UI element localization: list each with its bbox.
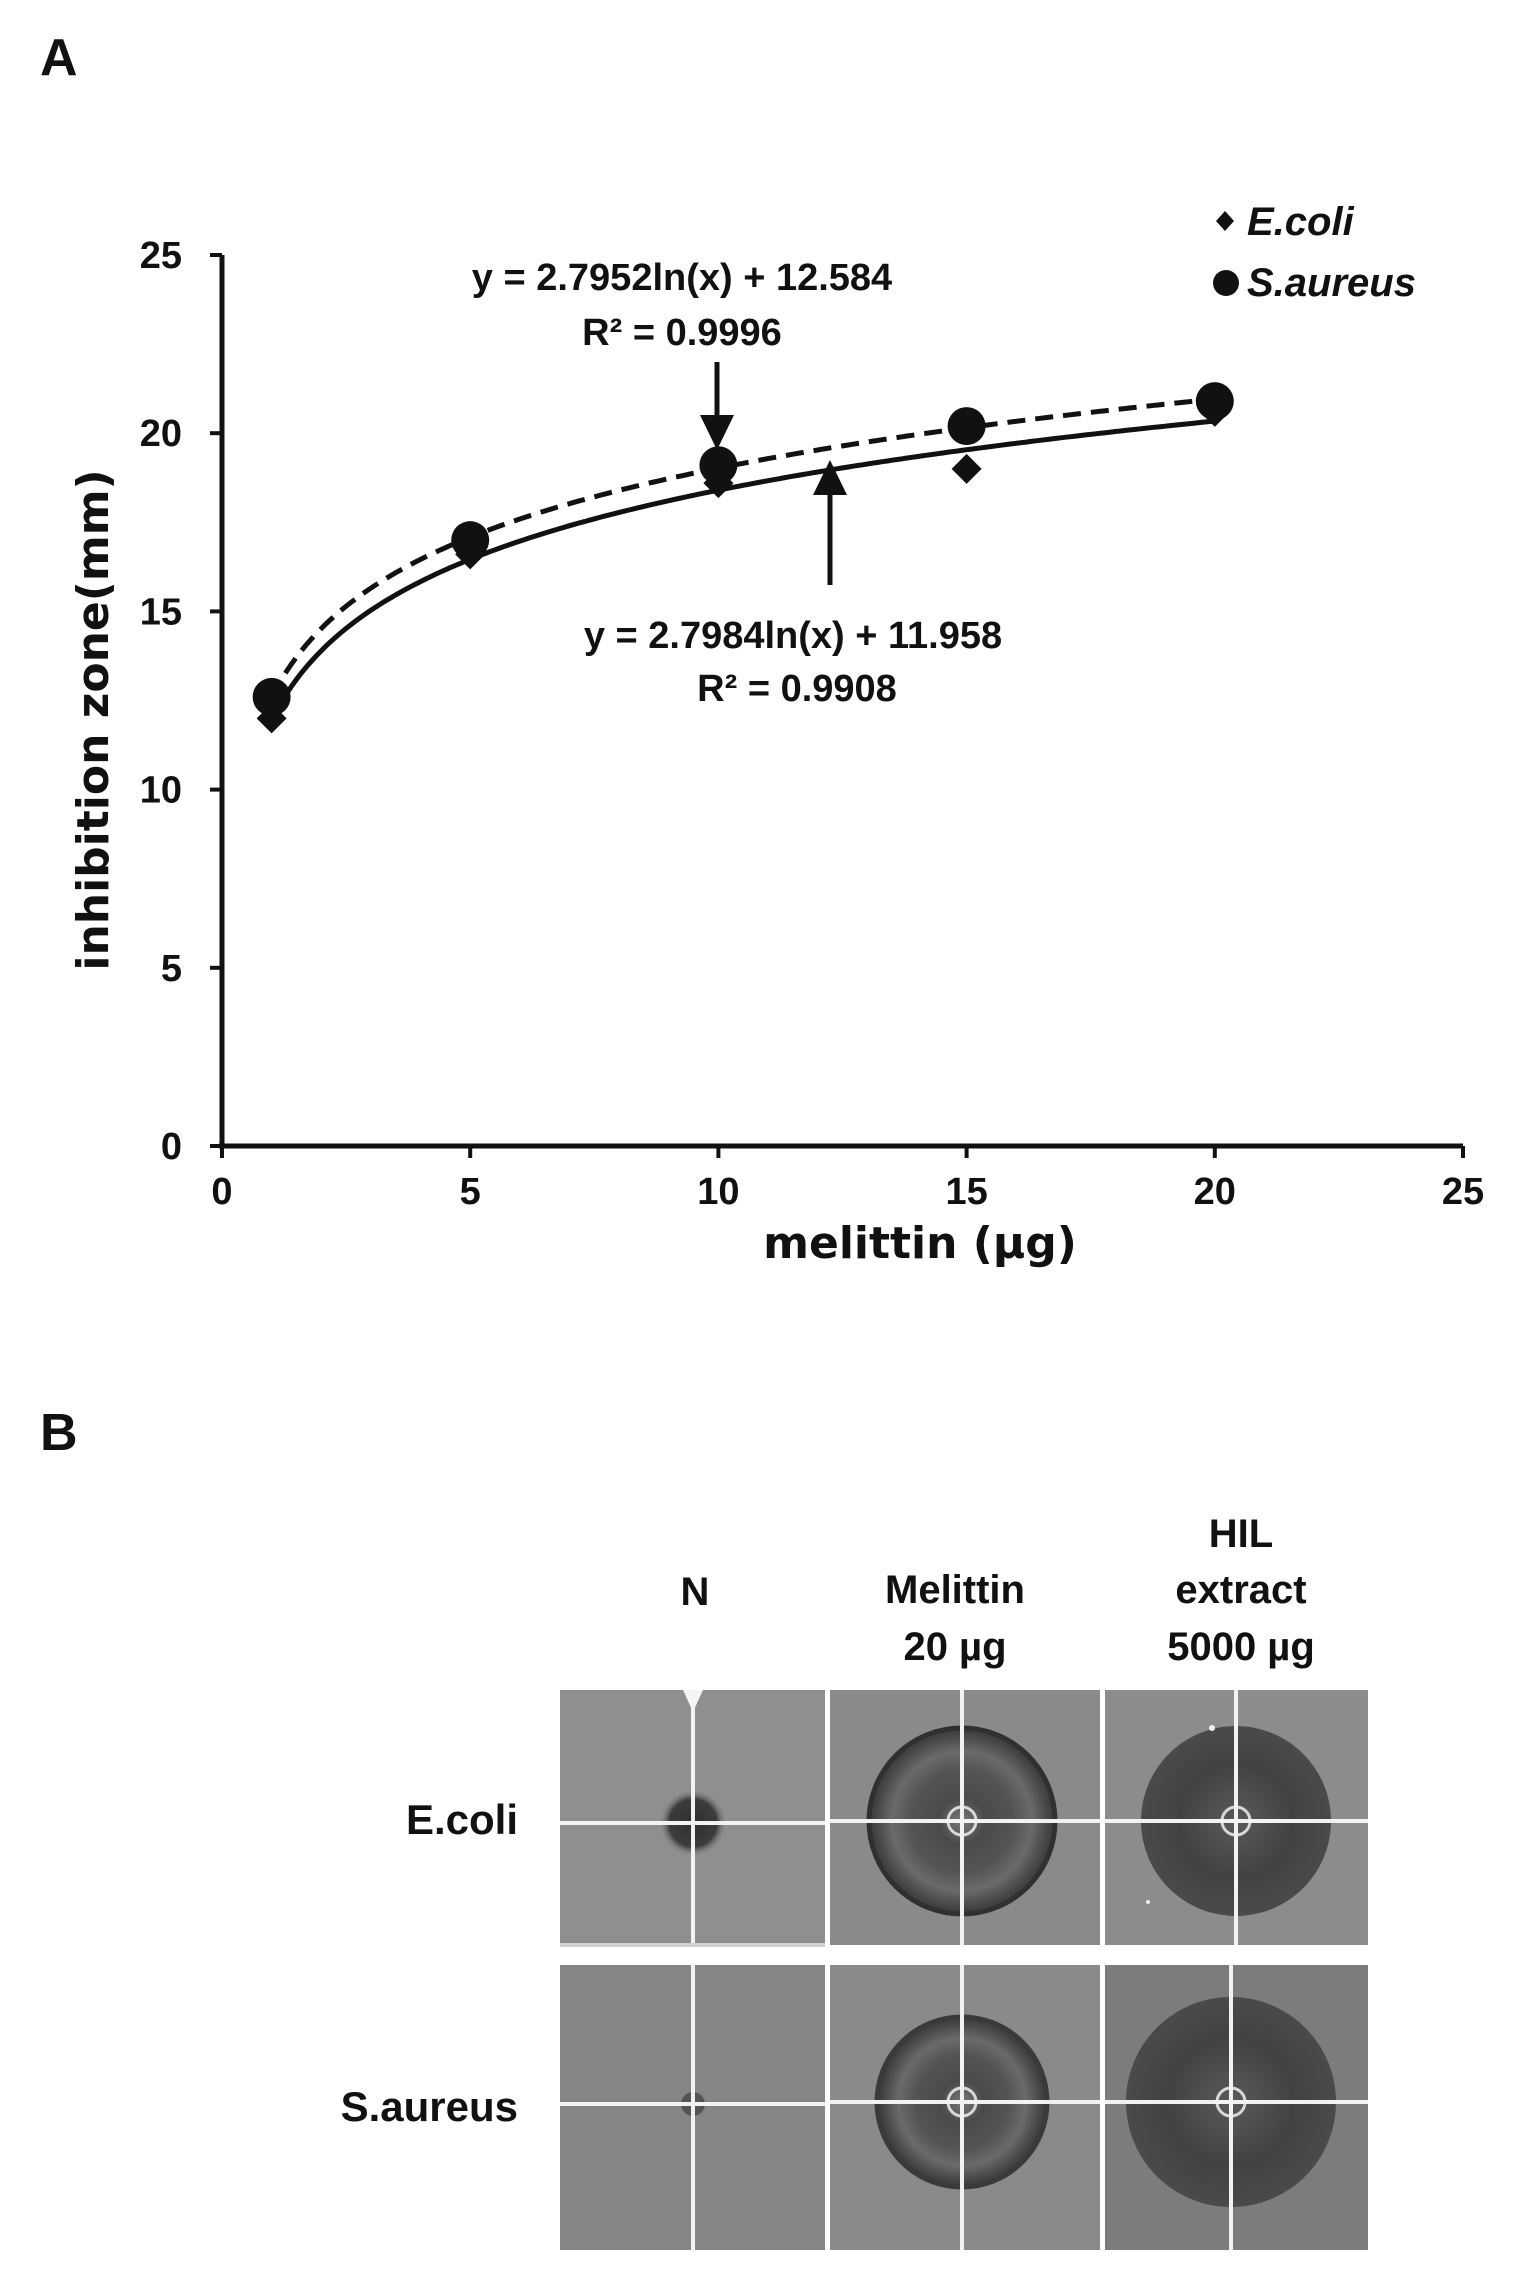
- plate-ecoli-n: [560, 1690, 825, 1947]
- x-tick-label: 20: [1194, 1171, 1236, 1213]
- col-head-hil-line3: 5000 µg: [1167, 1625, 1315, 1669]
- point-saureus: [947, 407, 986, 446]
- r2-saureus: R² = 0.9996: [582, 312, 782, 354]
- panel-a-letter: A: [40, 29, 78, 87]
- r2-ecoli: R² = 0.9908: [697, 668, 897, 710]
- x-tick-label: 15: [945, 1171, 987, 1213]
- equation-ecoli: y = 2.7984ln(x) + 11.958: [584, 615, 1002, 657]
- col-head-melittin-line2: 20 µg: [903, 1625, 1006, 1669]
- chart-a: 0 5 10 15 20 25 0 5 10 15 20 25 melittin (µg) inhib…: [68, 200, 1484, 1269]
- axis-ticks: 0 5 10 15 20 25 0 5 10 15 20 25: [140, 235, 1484, 1213]
- col-head-melittin-line1: Melittin: [885, 1568, 1025, 1612]
- plate-saureus-hil: [1105, 1965, 1368, 2250]
- y-tick-label: 25: [140, 235, 182, 277]
- point-ecoli: [951, 453, 982, 484]
- data-markers: [252, 382, 1234, 734]
- col-head-hil-line2: extract: [1175, 1568, 1306, 1612]
- annotation-saureus: y = 2.7952ln(x) + 12.584 R² = 0.9996: [472, 257, 892, 450]
- legend-label-saureus: S.aureus: [1247, 261, 1416, 305]
- col-head-n: N: [681, 1570, 710, 1614]
- x-tick-label: 5: [460, 1171, 481, 1213]
- column-headers: N Melittin 20 µg HIL extract 5000 µg: [681, 1512, 1315, 1669]
- point-saureus: [252, 677, 291, 716]
- point-saureus: [1195, 382, 1234, 421]
- plate-grid: [560, 1690, 1368, 2250]
- x-tick-label: 25: [1442, 1171, 1484, 1213]
- x-axis-title: melittin (µg): [763, 1218, 1077, 1269]
- y-tick-label: 15: [140, 591, 182, 633]
- row-head-ecoli: E.coli: [406, 1796, 518, 1843]
- point-saureus: [451, 521, 490, 560]
- y-tick-label: 0: [161, 1126, 182, 1168]
- annotation-ecoli: y = 2.7984ln(x) + 11.958 R² = 0.9908: [584, 460, 1002, 710]
- point-saureus: [699, 446, 738, 485]
- panel-b-letter: B: [40, 1404, 78, 1462]
- y-tick-label: 20: [140, 413, 182, 455]
- chart-axes: [219, 255, 1463, 1149]
- legend-label-ecoli: E.coli: [1247, 200, 1355, 244]
- plate-ecoli-hil: [1105, 1690, 1368, 1945]
- col-head-hil-line1: HIL: [1209, 1512, 1273, 1556]
- plate-ecoli-melittin: [830, 1690, 1100, 1945]
- trendline-saureus: [269, 396, 1216, 699]
- y-axis-title: inhibition zone(mm): [68, 469, 119, 970]
- legend-circle-icon: [1213, 270, 1239, 296]
- legend: E.coli S.aureus: [1213, 200, 1416, 305]
- x-tick-label: 10: [697, 1171, 739, 1213]
- equation-saureus: y = 2.7952ln(x) + 12.584: [472, 257, 892, 299]
- row-head-saureus: S.aureus: [341, 2083, 518, 2130]
- plate-saureus-melittin: [830, 1965, 1100, 2250]
- y-tick-label: 10: [140, 770, 182, 812]
- arrow-saureus-head: [700, 415, 734, 450]
- trendlines: [269, 396, 1216, 721]
- legend-diamond-icon: [1216, 211, 1234, 231]
- trendline-ecoli: [269, 418, 1216, 721]
- x-tick-label: 0: [211, 1171, 232, 1213]
- arrow-ecoli-head: [813, 460, 847, 495]
- y-tick-label: 5: [161, 948, 182, 990]
- row-headers: E.coli S.aureus: [341, 1796, 518, 2130]
- plate-saureus-n: [560, 1965, 825, 2250]
